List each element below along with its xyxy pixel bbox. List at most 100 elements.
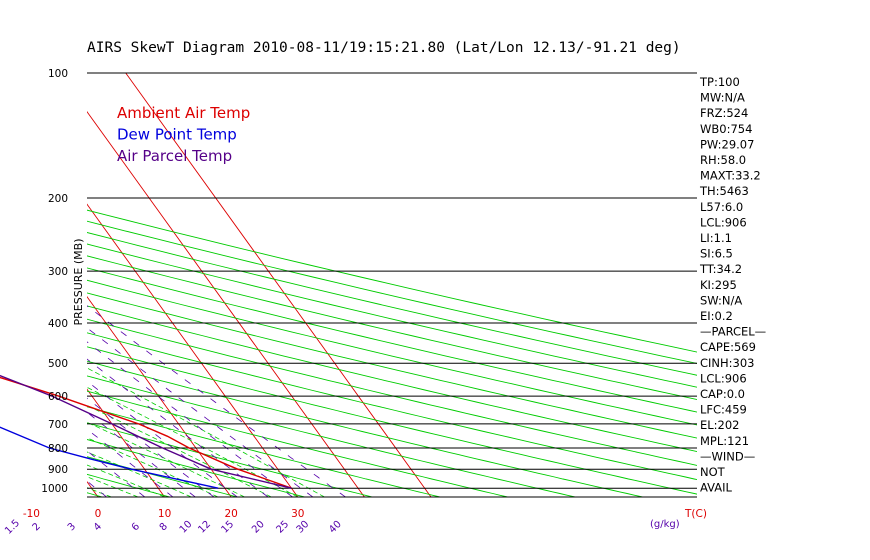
dry-adiabat-line: [87, 267, 697, 413]
moist-adiabat-line: [0, 327, 85, 497]
dry-adiabat-line: [87, 346, 697, 495]
pressure-tick-label: 800: [48, 443, 68, 455]
stability-index: TH:5463: [699, 184, 749, 198]
chart-title: AIRS SkewT Diagram 2010-08-11/19:15:21.8…: [87, 40, 681, 56]
moist-adiabat-line: [87, 437, 219, 497]
stability-index: MPL:121: [700, 434, 749, 448]
dry-adiabat-line: [87, 209, 697, 353]
dry-adiabat-line: [87, 318, 697, 466]
stability-index: CAPE:569: [700, 340, 756, 354]
mixing-ratio-tick-label: 6: [130, 521, 142, 533]
mixing-ratio-line: [87, 327, 314, 497]
moist-adiabat-line: [87, 405, 272, 497]
pressure-tick-label: 700: [48, 419, 68, 431]
stability-index: LI:1.1: [700, 231, 732, 245]
mixing-ratio-tick-label: 40: [327, 519, 344, 536]
pressure-tick-label: 1000: [41, 483, 68, 495]
bottom-temperature-tick-label: 10: [158, 508, 171, 520]
mixing-ratio-tick-label: 8: [158, 521, 170, 533]
mixing-ratio-tick-label: 30: [295, 519, 312, 536]
dew-point-tempseries: [0, 426, 219, 489]
dry-adiabat-line: [87, 279, 697, 426]
isotherm-line: [87, 388, 165, 497]
moist-adiabat-line: [87, 386, 298, 497]
stability-index: AVAIL: [700, 481, 733, 495]
stability-index: —PARCEL—: [700, 325, 766, 339]
pressure-tick-label: 100: [48, 68, 68, 80]
stability-index: LFC:459: [700, 403, 747, 417]
mixing-ratio-tick-label: 1.5: [3, 518, 22, 537]
mixing-ratio-line: [87, 341, 293, 497]
mixing-ratio-tick-label: 2: [31, 521, 43, 533]
mixing-ratio-line: [0, 73, 45, 497]
moist-adiabat-line: [87, 367, 325, 497]
pressure-tick-label: 200: [48, 193, 68, 205]
stability-index: MW:N/A: [700, 91, 745, 105]
stability-index: TT:34.2: [699, 262, 742, 276]
mixing-ratio-line: [87, 358, 269, 497]
stability-index: EL:202: [700, 418, 740, 432]
isobar-lines: [87, 72, 697, 498]
stability-index: CINH:303: [700, 356, 755, 370]
dry-adiabat-line: [87, 360, 643, 497]
moist-adiabat-line: [87, 421, 245, 497]
bottom-temperature-tick-label: 20: [225, 508, 238, 520]
mixing-ratio-line: [0, 73, 81, 497]
stability-index: RH:58.0: [700, 153, 746, 167]
stability-index: LCL:906: [700, 371, 747, 385]
isotherm-line: [87, 203, 299, 497]
mixing-ratio-tick-label: 10: [178, 519, 195, 536]
stability-index: KI:295: [700, 278, 737, 292]
pressure-tick-label: 900: [48, 464, 68, 476]
dry-adiabat-line: [87, 292, 697, 439]
moist-adiabat-line: [0, 354, 31, 497]
stability-index: LCL:906: [700, 215, 747, 229]
stability-index: WB0:754: [700, 122, 752, 136]
pressure-tick-label: 300: [48, 266, 68, 278]
dry-adiabat-line: [87, 243, 697, 388]
dry-adiabat-line: [87, 220, 697, 364]
stability-index: PW:29.07: [700, 137, 754, 151]
dry-adiabat-line: [0, 73, 35, 497]
stability-index: NOT: [700, 465, 726, 479]
stability-index: —WIND—: [700, 449, 755, 463]
dry-adiabat-line: [87, 375, 576, 497]
bottom-temperature-tick-label: 0: [95, 508, 102, 520]
isotherm-line: [125, 73, 432, 497]
bottom-temperature-tick-label: 30: [291, 508, 304, 520]
moist-adiabat-line: [87, 451, 192, 497]
pressure-tick-label: 400: [48, 318, 68, 330]
legend-entry: Air Parcel Temp: [117, 147, 232, 165]
stability-index: MAXT:33.2: [700, 169, 761, 183]
dry-adiabat-line: [87, 390, 508, 497]
mixing-ratio-tick-label: 3: [66, 521, 78, 533]
mixing-ratio-tick-label: 20: [250, 519, 267, 536]
bottom-unit-label: T(C): [684, 508, 707, 520]
moist-adiabat-line: [87, 476, 139, 497]
legend: Ambient Air Temp Dew Point Temp Air Parcel…: [117, 104, 250, 165]
stability-index: EI:0.2: [700, 309, 733, 323]
dry-adiabat-line: [87, 406, 441, 497]
air-parcel-tempseries: [0, 374, 292, 489]
mixing-ratio-line: [87, 411, 196, 497]
isotherm-line: [87, 110, 365, 497]
pressure-tick-label: 600: [48, 391, 68, 403]
mixing-ratio-tick-label: 4: [92, 521, 104, 533]
mixing-ratio-unit-label: (g/kg): [650, 519, 680, 530]
stability-index: L57:6.0: [700, 200, 743, 214]
mixing-ratio-tick-label: 15: [220, 519, 237, 536]
y-axis-label: PRESSURE (MB): [72, 239, 85, 326]
dry-adiabat-line: [87, 305, 697, 452]
mixing-ratio-line: [87, 305, 346, 497]
bottom-temperature-tick-label: -10: [23, 508, 40, 520]
ambient-air-tempseries: [0, 376, 292, 489]
stability-index: SI:6.5: [700, 247, 733, 261]
mixing-ratio-line: [0, 73, 21, 497]
dry-adiabat-line: [87, 439, 306, 497]
isotherm-line: [87, 295, 232, 497]
mixing-ratio-tick-label: 25: [274, 519, 291, 536]
mixing-ratio-line: [87, 380, 238, 497]
stability-index: SW:N/A: [700, 293, 742, 307]
